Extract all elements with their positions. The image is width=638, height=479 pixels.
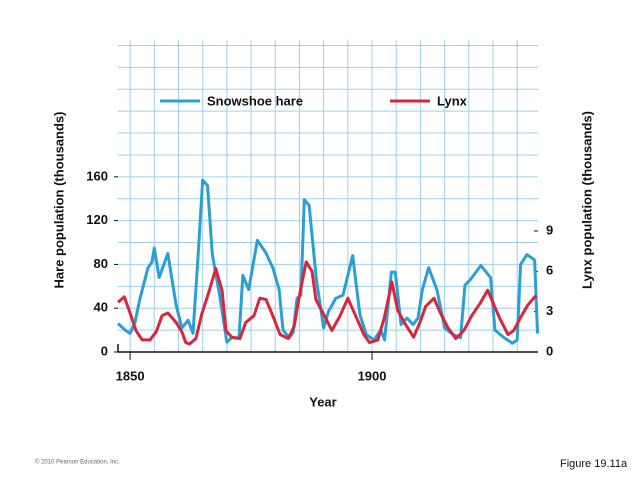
figure-label: Figure 19.11a — [560, 458, 628, 470]
copyright: © 2010 Pearson Education, Inc. — [35, 459, 120, 466]
y2-tick-label: 0 — [546, 343, 553, 358]
y2-tick-label: 9 — [546, 222, 553, 237]
y-tick-label: 80 — [94, 256, 108, 271]
y-axis-label: Hare population (thousands) — [51, 112, 66, 289]
legend-label: Snowshoe hare — [207, 93, 303, 108]
y-tick-label: 40 — [94, 300, 108, 315]
y2-tick-label: 3 — [546, 303, 553, 318]
x-tick-label: 1900 — [358, 368, 387, 383]
y-tick-label: 0 — [101, 343, 108, 358]
y2-tick-label: 6 — [546, 263, 553, 278]
line-series — [116, 178, 540, 345]
line-series — [117, 260, 538, 346]
legend-label: Lynx — [437, 93, 468, 108]
y-tick-label: 160 — [86, 168, 108, 183]
x-tick-label: 1850 — [116, 368, 145, 383]
plot-area — [118, 40, 538, 352]
x-axis-label: Year — [309, 394, 336, 409]
y-tick-label: 120 — [86, 212, 108, 227]
y2-axis-label: Lynx population (thousands) — [579, 111, 594, 289]
